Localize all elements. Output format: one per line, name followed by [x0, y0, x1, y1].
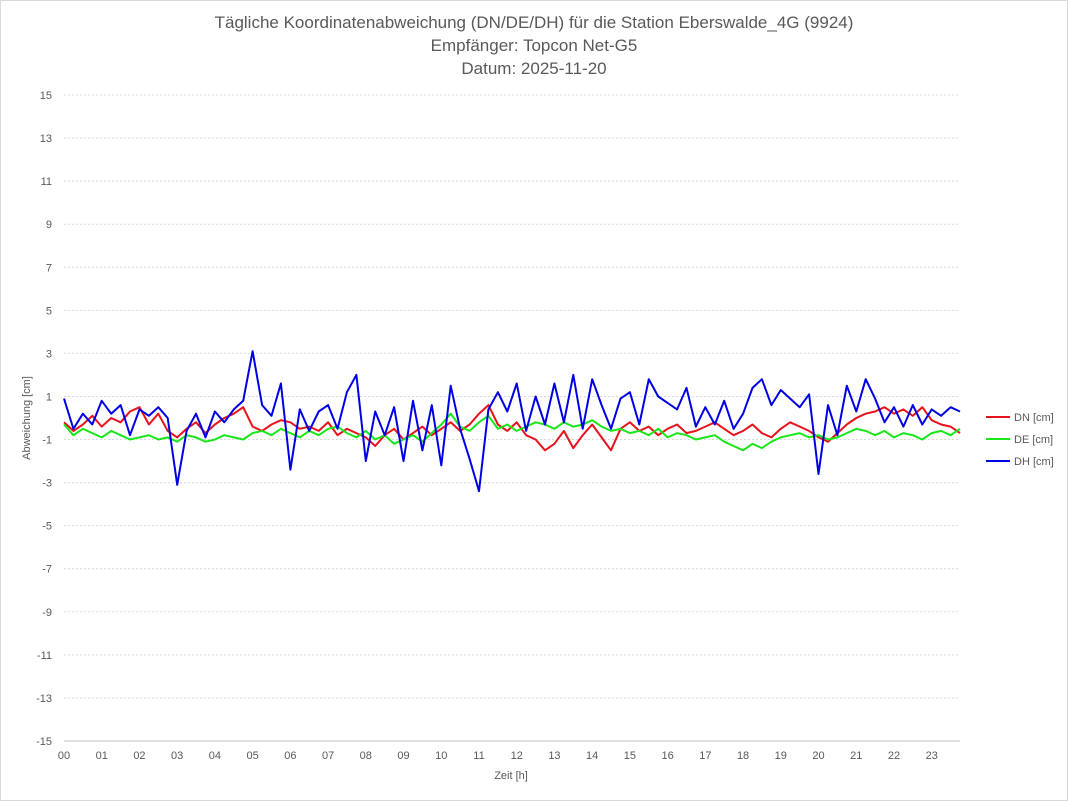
x-tick-label: 19: [775, 750, 787, 762]
legend-label-de: DE [cm]: [1014, 434, 1053, 446]
y-tick-label: -3: [42, 478, 52, 490]
series-line-de: [63, 412, 961, 452]
gridlines: [64, 94, 960, 742]
y-tick-label: 5: [46, 305, 52, 317]
x-tick-label: 20: [812, 750, 824, 762]
chart-subtitle-receiver: Empfänger: Topcon Net-G5: [430, 36, 638, 55]
x-tick-label: 16: [661, 750, 673, 762]
y-axis-label: Abweichung [cm]: [21, 376, 33, 460]
y-tick-label: -13: [36, 693, 52, 705]
x-tick-label: 09: [397, 750, 409, 762]
y-tick-label: -1: [42, 435, 52, 447]
chart-title: Tägliche Koordinatenabweichung (DN/DE/DH…: [214, 13, 854, 32]
x-tick-label: 03: [171, 750, 183, 762]
x-tick-label: 10: [435, 750, 447, 762]
y-tick-label: -9: [42, 607, 52, 619]
x-tick-label: 00: [58, 750, 70, 762]
x-tick-label: 13: [548, 750, 560, 762]
x-tick-label: 14: [586, 750, 598, 762]
legend-label-dh: DH [cm]: [1014, 456, 1054, 468]
x-axis-label: Zeit [h]: [494, 770, 528, 782]
y-tick-label: 9: [46, 219, 52, 231]
x-tick-label: 05: [247, 750, 259, 762]
x-tick-label: 02: [133, 750, 145, 762]
y-tick-label: -5: [42, 521, 52, 533]
x-tick-label: 17: [699, 750, 711, 762]
y-tick-label: 7: [46, 262, 52, 274]
x-tick-label: 15: [624, 750, 636, 762]
x-tick-label: 01: [96, 750, 108, 762]
legend: DN [cm] DE [cm] DH [cm]: [986, 412, 1054, 468]
x-tick-label: 22: [888, 750, 900, 762]
x-tick-label: 23: [926, 750, 938, 762]
y-tick-label: 13: [40, 133, 52, 145]
legend-label-dn: DN [cm]: [1014, 412, 1054, 424]
series-lines: [63, 350, 961, 493]
y-tick-label: 15: [40, 90, 52, 102]
x-tick-label: 07: [322, 750, 334, 762]
x-tick-label: 08: [360, 750, 372, 762]
chart-subtitle-date: Datum: 2025-11-20: [461, 59, 607, 78]
y-tick-label: 3: [46, 348, 52, 360]
x-tick-label: 11: [473, 750, 484, 762]
y-axis-ticks: 15 13 11 9 7 5 3 1 -1 -3 -5 -7 -9 -11 -13 -15: [36, 90, 52, 748]
y-tick-label: 1: [46, 391, 52, 403]
x-tick-label: 21: [850, 750, 862, 762]
x-axis-ticks: 00 01 02 03 04 05 06 07 08 09 10 11 12 13 14 15 16 17 18 19…: [58, 750, 938, 762]
y-tick-label: -11: [37, 650, 52, 662]
x-tick-label: 04: [209, 750, 221, 762]
y-tick-label: -7: [42, 564, 52, 576]
x-tick-label: 12: [511, 750, 523, 762]
x-tick-label: 06: [284, 750, 296, 762]
y-tick-label: -15: [36, 736, 52, 748]
x-tick-label: 18: [737, 750, 749, 762]
y-tick-label: 11: [41, 176, 52, 188]
series-line-dh: [63, 350, 961, 493]
